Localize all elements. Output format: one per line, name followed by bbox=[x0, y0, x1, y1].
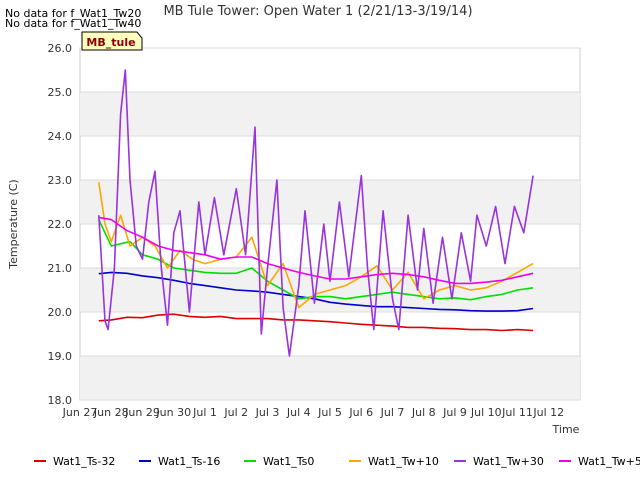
y-tick-label: 20.0 bbox=[48, 306, 73, 319]
x-tick-label: Jun 27 bbox=[62, 406, 98, 419]
x-tick-label: Jul 7 bbox=[380, 406, 405, 419]
y-tick-label: 21.0 bbox=[48, 262, 73, 275]
x-tick-label: Jul 12 bbox=[532, 406, 564, 419]
y-tick-labels: 18.0 19.0 20.0 21.0 22.0 23.0 24.0 25.0 26.0 bbox=[48, 42, 73, 407]
badge-label: MB_tule bbox=[86, 36, 135, 49]
y-tick-label: 18.0 bbox=[48, 394, 73, 407]
x-tick-label: Jul 3 bbox=[255, 406, 280, 419]
series-group bbox=[98, 69, 534, 357]
legend-item: Wat1_Tw+30 bbox=[454, 455, 544, 468]
grid-band bbox=[80, 356, 580, 400]
x-tick-label: Jul 9 bbox=[442, 406, 467, 419]
y-tick-label: 26.0 bbox=[48, 42, 73, 55]
series-line bbox=[98, 69, 534, 357]
x-axis-label: Time bbox=[552, 423, 580, 436]
legend-label: Wat1_Tw+10 bbox=[368, 455, 439, 468]
x-tick-label: Jul 8 bbox=[411, 406, 436, 419]
y-tick-label: 23.0 bbox=[48, 174, 73, 187]
x-tick-label: Jul 10 bbox=[470, 406, 502, 419]
legend-label: Wat1_Tw+50 bbox=[578, 455, 640, 468]
x-tick-label: Jun 28 bbox=[93, 406, 129, 419]
series-line bbox=[98, 216, 534, 285]
legend-item: Wat1_Ts-32 bbox=[34, 455, 115, 468]
x-tick-label: Jul 6 bbox=[348, 406, 373, 419]
no-data-note-1: No data for f_Wat1_Tw20 bbox=[5, 7, 142, 20]
y-tick-label: 25.0 bbox=[48, 86, 73, 99]
y-tick-label: 24.0 bbox=[48, 130, 73, 143]
y-tick-label: 19.0 bbox=[48, 350, 73, 363]
grid-band bbox=[80, 180, 580, 224]
y-tick-label: 22.0 bbox=[48, 218, 73, 231]
x-tick-label: Jul 11 bbox=[501, 406, 533, 419]
legend-label: Wat1_Ts0 bbox=[263, 455, 314, 468]
x-tick-label: Jul 1 bbox=[192, 406, 217, 419]
no-data-note-2: No data for f_Wat1_Tw40 bbox=[5, 17, 142, 30]
x-tick-label: Jul 5 bbox=[317, 406, 342, 419]
legend-item: Wat1_Ts0 bbox=[244, 455, 314, 468]
x-tick-label: Jun 29 bbox=[124, 406, 160, 419]
x-tick-label: Jul 4 bbox=[286, 406, 311, 419]
grid-band bbox=[80, 92, 580, 136]
legend-label: Wat1_Ts-16 bbox=[158, 455, 220, 468]
legend-item: Wat1_Ts-16 bbox=[139, 455, 220, 468]
legend-item: Wat1_Tw+50 bbox=[559, 455, 640, 468]
chart-title: MB Tule Tower: Open Water 1 (2/21/13-3/1… bbox=[163, 4, 472, 19]
x-tick-label: Jul 2 bbox=[223, 406, 248, 419]
grid-lines bbox=[80, 47, 580, 401]
y-axis-label: Temperature (C) bbox=[7, 179, 20, 269]
badge-shape bbox=[81, 31, 143, 51]
x-tick-label: Jun 30 bbox=[155, 406, 191, 419]
legend-item: Wat1_Tw+10 bbox=[349, 455, 439, 468]
legend-label: Wat1_Ts-32 bbox=[53, 455, 115, 468]
station-badge: MB_tule bbox=[81, 31, 143, 51]
legend-label: Wat1_Tw+30 bbox=[473, 455, 544, 468]
legend: Wat1_Ts-32 Wat1_Ts-16 Wat1_Ts0 Wat1_Tw+10 Wa… bbox=[34, 455, 640, 468]
